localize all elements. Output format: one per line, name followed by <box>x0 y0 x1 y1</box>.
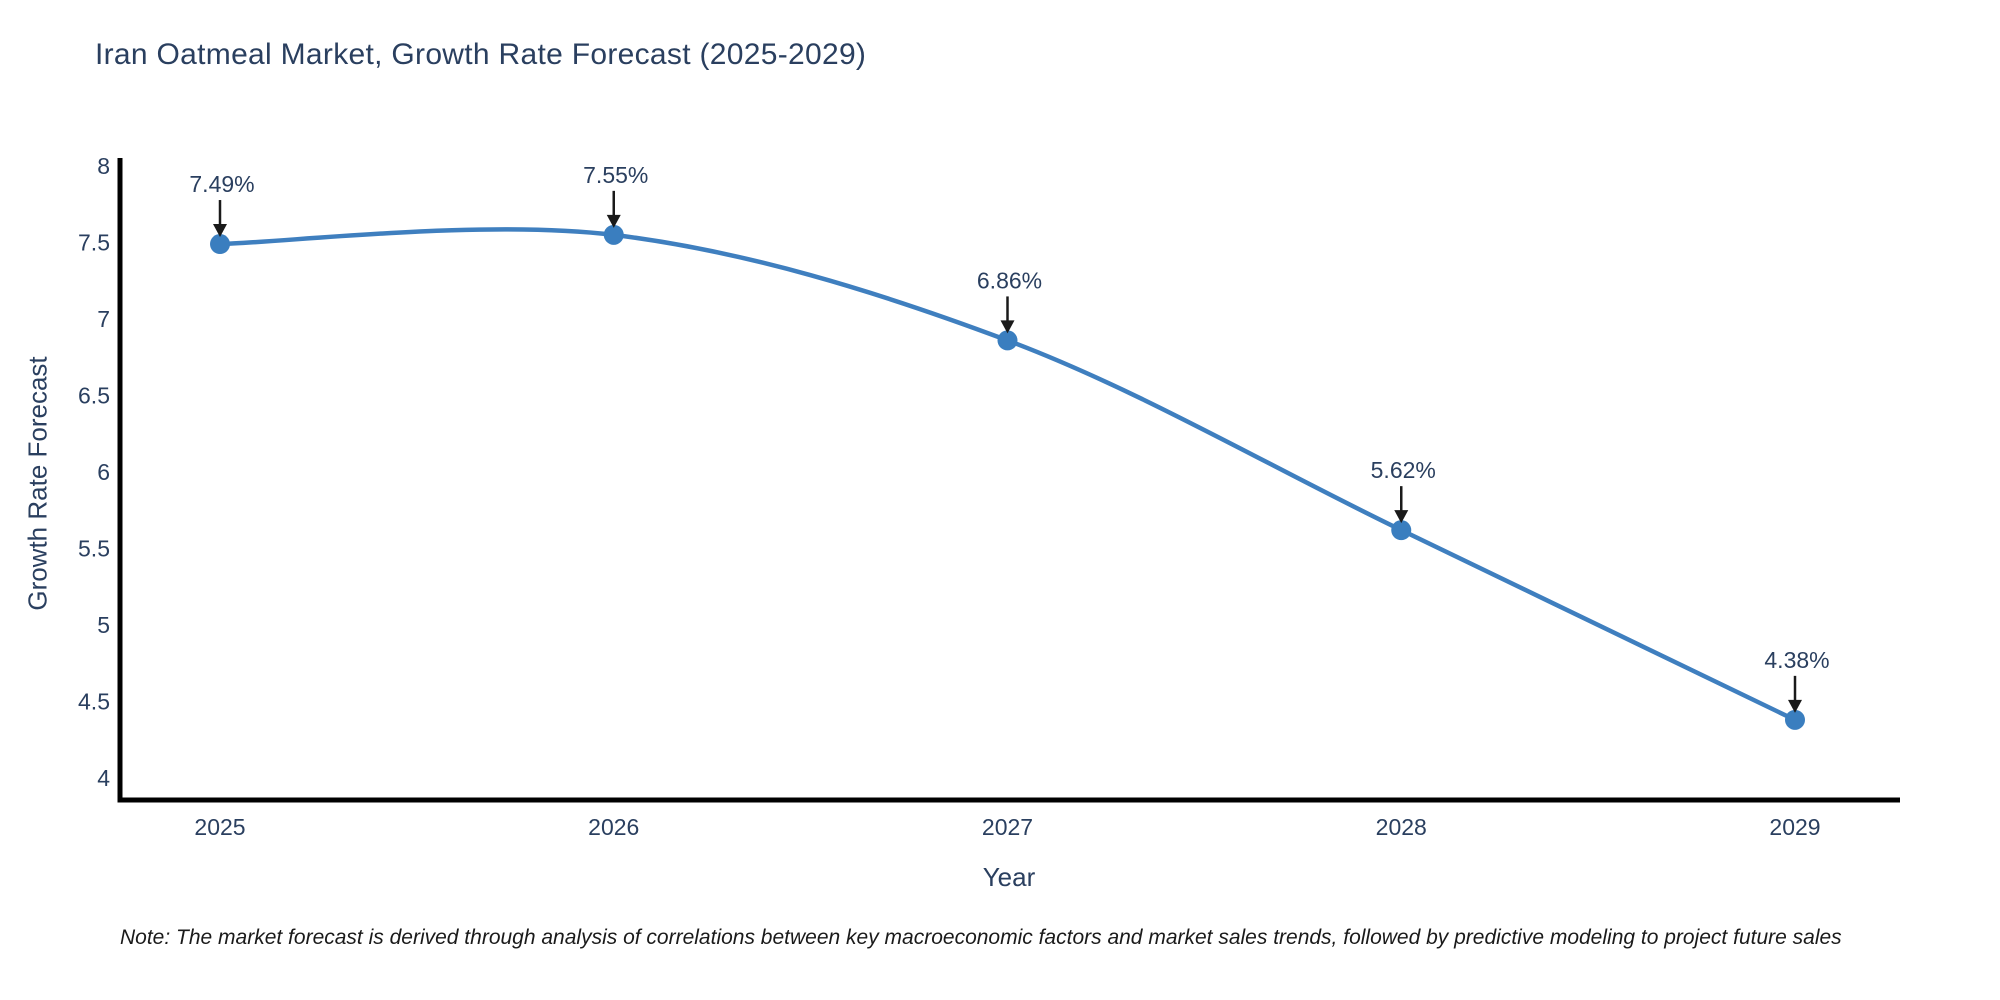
y-tick-label: 7 <box>97 306 110 332</box>
footnote: Note: The market forecast is derived thr… <box>120 926 1842 949</box>
data-point-marker <box>603 224 624 245</box>
annotation-arrowhead <box>1000 320 1015 334</box>
annotation-arrowhead <box>606 214 621 228</box>
y-tick-label: 7.5 <box>78 230 110 256</box>
x-tick-label: 2029 <box>1769 814 1820 840</box>
point-value-label: 5.62% <box>1371 457 1436 483</box>
point-value-label: 7.55% <box>583 162 648 188</box>
y-tick-label: 4.5 <box>78 689 110 715</box>
x-axis-title: Year <box>982 862 1036 892</box>
data-point-marker <box>1785 709 1805 730</box>
annotation-arrowhead <box>1788 699 1802 713</box>
annotation-arrowhead <box>1394 510 1409 524</box>
y-tick-label: 4 <box>97 765 110 791</box>
point-value-label: 6.86% <box>977 267 1042 293</box>
point-value-label: 7.49% <box>189 171 254 197</box>
x-tick-label: 2026 <box>588 814 639 840</box>
x-tick-label: 2028 <box>1376 814 1427 840</box>
y-tick-label: 5 <box>97 612 110 638</box>
x-tick-label: 2027 <box>982 814 1033 840</box>
y-tick-label: 6.5 <box>78 383 110 409</box>
data-point-marker <box>210 234 230 255</box>
chart-title: Iran Oatmeal Market, Growth Rate Forecas… <box>95 38 867 71</box>
x-tick-label: 2025 <box>194 814 245 840</box>
annotation-arrowhead <box>213 224 227 238</box>
y-tick-label: 5.5 <box>78 536 110 562</box>
data-point-marker <box>1391 520 1412 541</box>
y-tick-label: 8 <box>97 153 110 179</box>
data-point-marker <box>997 330 1018 351</box>
y-tick-label: 6 <box>97 459 110 485</box>
point-value-label: 4.38% <box>1764 647 1829 673</box>
